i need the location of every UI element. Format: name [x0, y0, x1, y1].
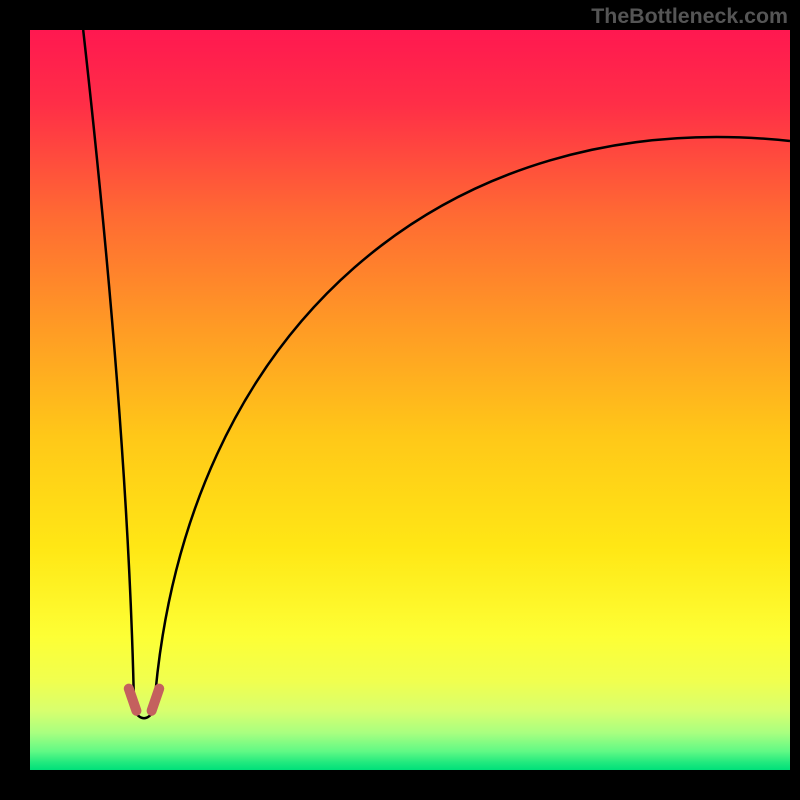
chart-gradient-background: [30, 30, 790, 770]
bottleneck-chart: [0, 0, 800, 800]
chart-container: TheBottleneck.com: [0, 0, 800, 800]
watermark-text: TheBottleneck.com: [591, 4, 788, 29]
